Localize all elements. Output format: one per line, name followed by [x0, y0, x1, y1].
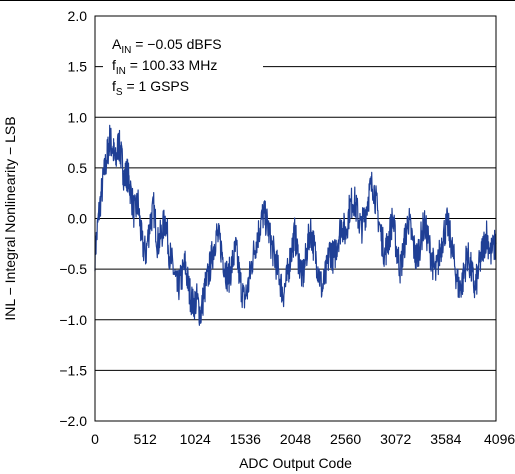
y-axis-label: INL − Integral Nonlinearity − LSB [2, 116, 18, 320]
x-tick-label: 2560 [330, 431, 361, 447]
y-tick-label: 0.5 [68, 160, 88, 176]
annotation-background [103, 30, 263, 96]
plot-frame [94, 15, 497, 422]
x-tick-label: 1024 [180, 431, 211, 447]
annotation-line: fS = 1 GSPS [112, 78, 189, 98]
y-tick-label: 0.0 [68, 211, 88, 227]
y-tick-labels: 2.0 1.5 1.0 0.5 0.0 −0.5 −1.0 −1.5 −2.0 [59, 8, 87, 429]
y-tick-label: −0.5 [59, 261, 87, 277]
y-tick-label: −1.0 [59, 312, 87, 328]
x-tick-label: 3584 [430, 431, 461, 447]
x-tick-label: 1536 [230, 431, 261, 447]
series-group [94, 124, 497, 326]
top-border-line [0, 0, 515, 1]
x-tick-label: 512 [133, 431, 157, 447]
x-tick-label: 3072 [380, 431, 411, 447]
x-tick-label: 0 [91, 431, 99, 447]
x-tick-label: 2048 [280, 431, 311, 447]
x-axis-label: ADC Output Code [239, 455, 352, 471]
x-tick-labels: 0 512 1024 1536 2048 2560 3072 3584 4096 [91, 431, 515, 447]
series-line-0 [94, 124, 497, 326]
annotation-line: AIN = −0.05 dBFS [112, 36, 222, 56]
y-tick-label: 1.5 [68, 59, 88, 75]
annotation-line: fIN = 100.33 MHz [112, 57, 217, 77]
x-tick-label: 4096 [484, 431, 515, 447]
y-tick-label: −2.0 [59, 413, 87, 429]
grid-lines [95, 66, 496, 371]
y-tick-label: −1.5 [59, 362, 87, 378]
y-tick-label: 1.0 [68, 109, 88, 125]
y-tick-label: 2.0 [68, 8, 88, 24]
